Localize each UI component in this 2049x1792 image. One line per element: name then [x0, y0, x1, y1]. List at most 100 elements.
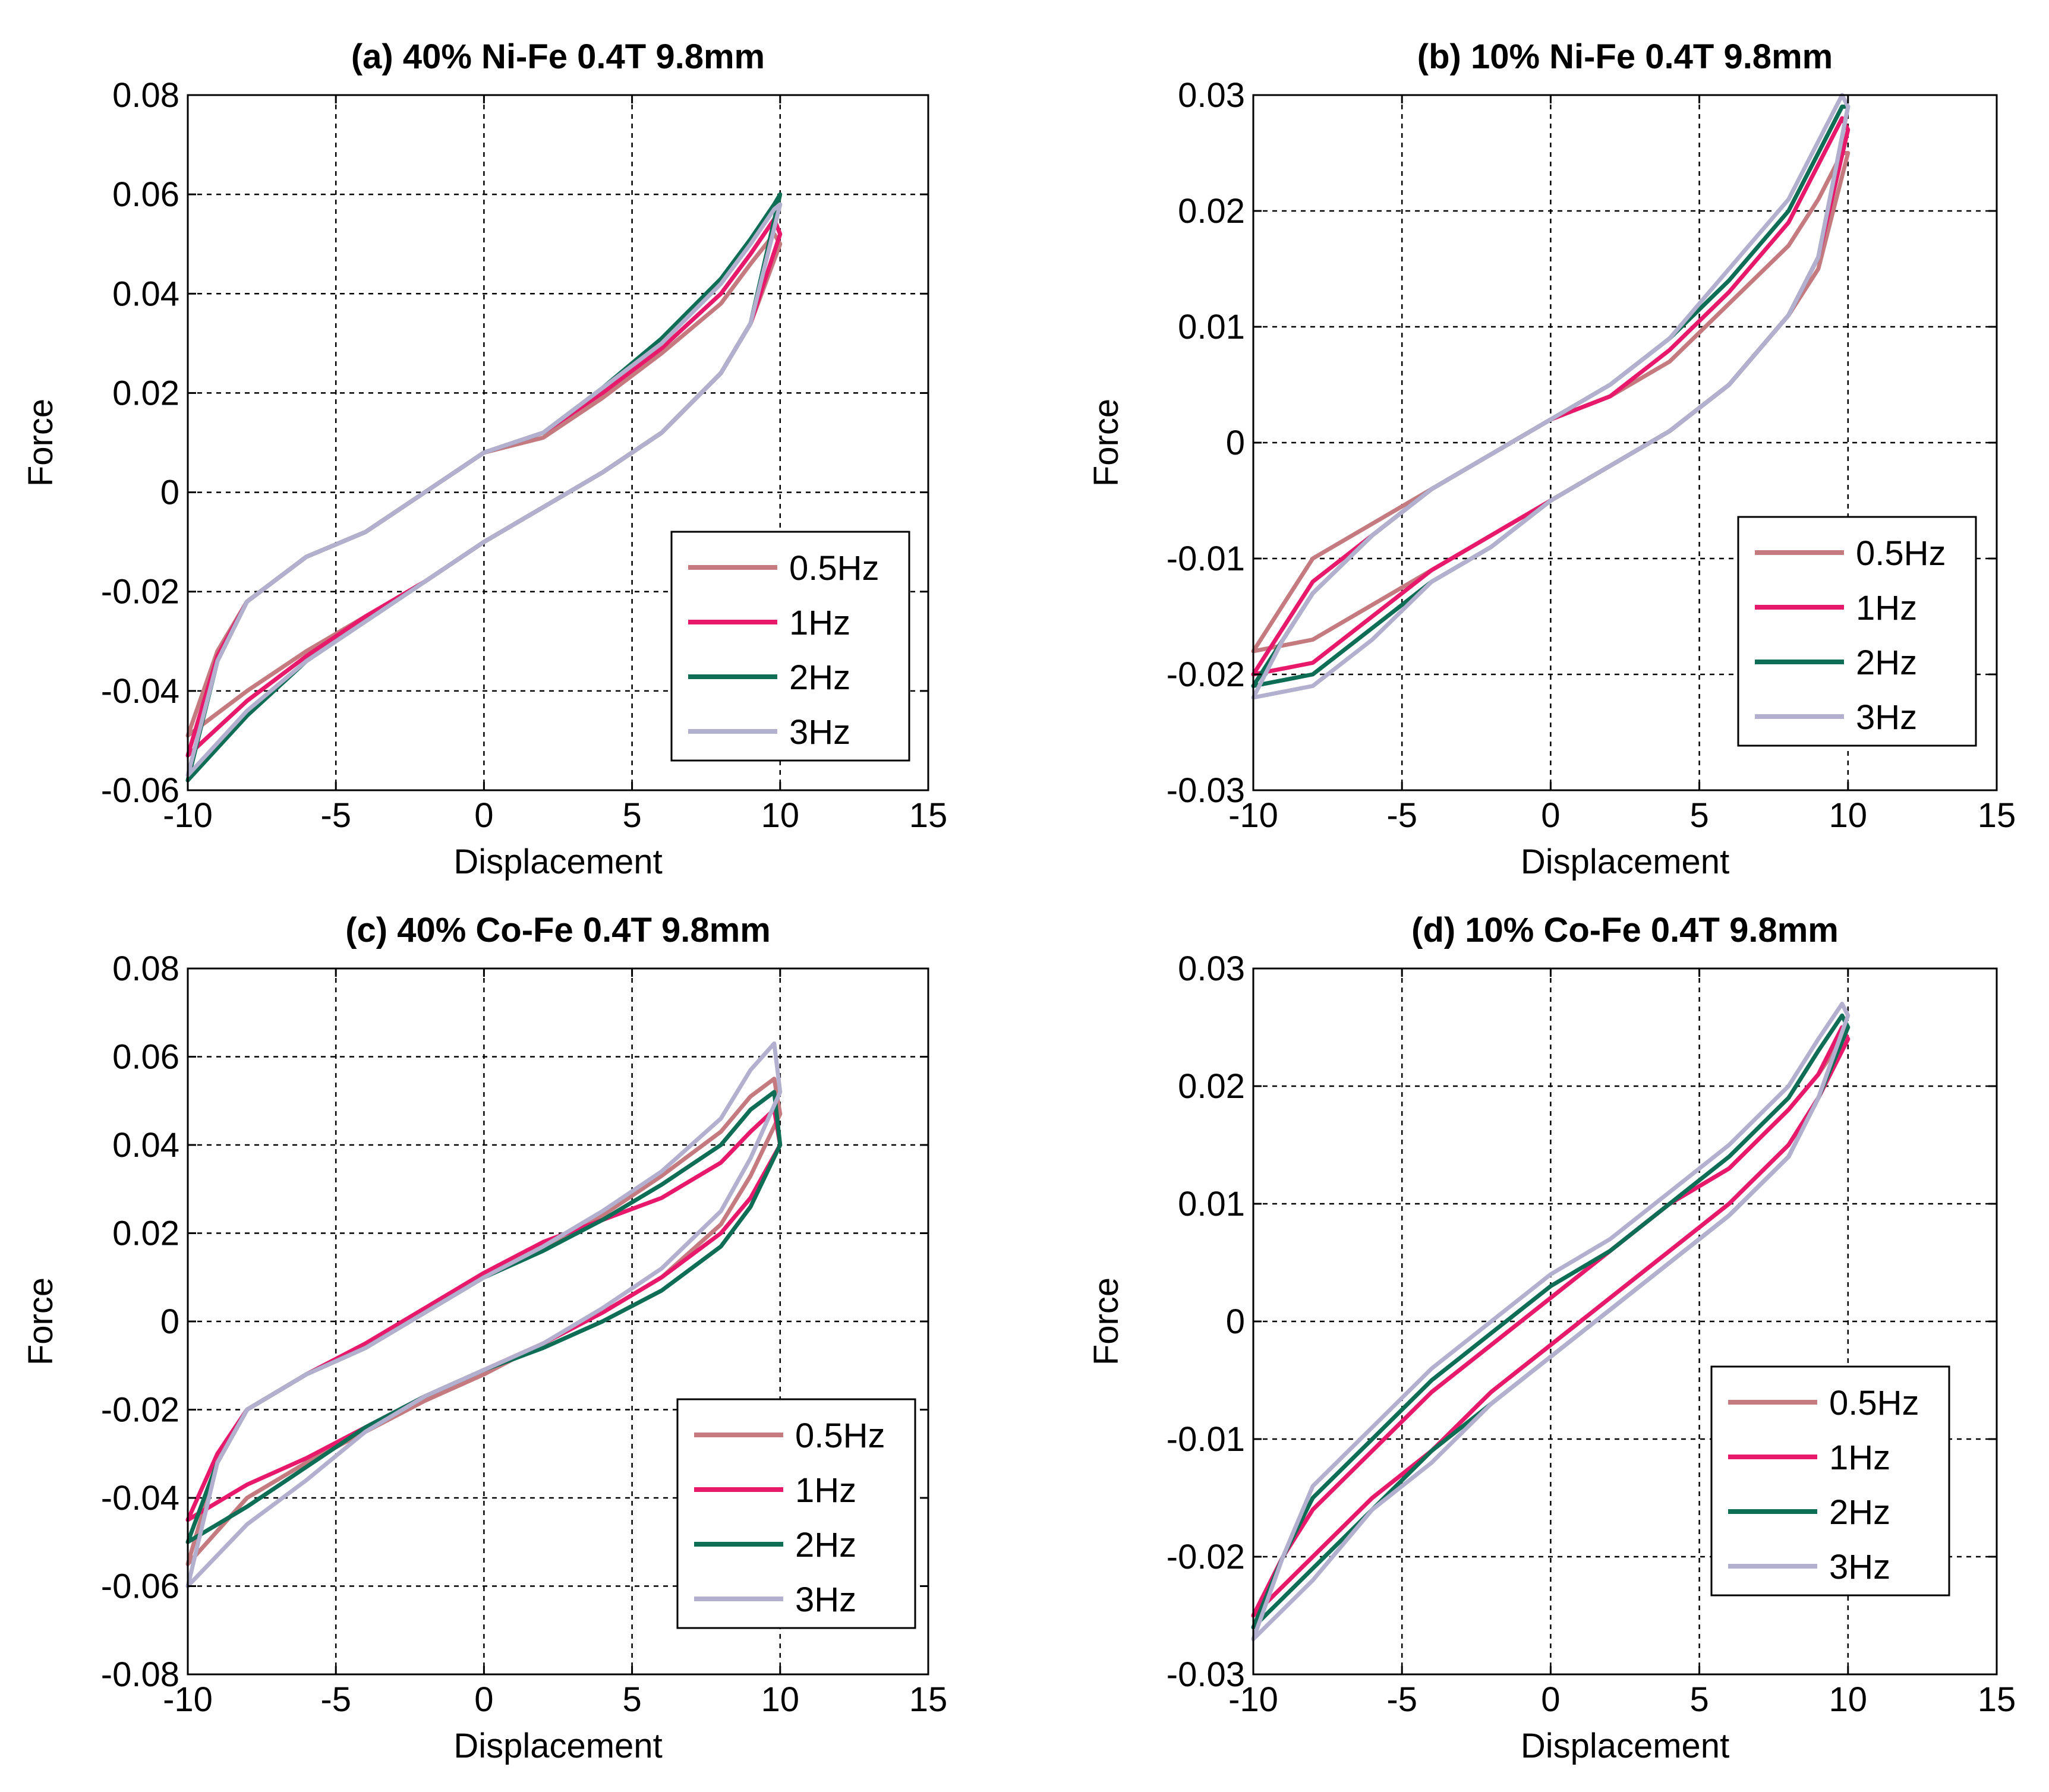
series-line-3Hz [185, 202, 783, 778]
y-tick-label: 0.03 [1178, 949, 1245, 988]
y-tick-label: -0.03 [1167, 771, 1245, 810]
x-axis-label: Displacement [453, 1727, 662, 1765]
y-tick-label: 0.02 [112, 1214, 179, 1253]
x-tick-label: 15 [909, 796, 948, 835]
series-line-3Hz [1251, 1001, 1851, 1642]
y-tick-label: 0.06 [112, 175, 179, 214]
x-tick-label: -5 [320, 796, 351, 835]
x-tick-label: -5 [320, 1680, 351, 1719]
legend-label: 3Hz [789, 713, 850, 752]
y-tick-label: 0 [160, 1302, 179, 1341]
legend-label: 0.5Hz [1856, 534, 1946, 573]
y-tick-label: -0.02 [101, 573, 179, 611]
x-tick-label: 10 [761, 796, 800, 835]
x-tick-label: -10 [163, 1680, 213, 1719]
legend-box [1737, 516, 1977, 747]
y-tick-label: 0.01 [1178, 1185, 1245, 1223]
axes-frame [187, 94, 929, 791]
y-tick-label: -0.04 [101, 1479, 179, 1517]
x-tick-label: -10 [1228, 1680, 1278, 1719]
x-tick-label: 5 [1689, 1680, 1708, 1719]
x-tick-label: 10 [761, 1680, 800, 1719]
legend: 0.5Hz 1Hz 2Hz 3Hz [670, 531, 910, 762]
y-tick-label: -0.01 [1167, 540, 1245, 578]
y-tick-label: -0.06 [101, 1567, 179, 1606]
x-tick-label: -5 [1386, 796, 1417, 835]
x-tick-label: 0 [474, 1680, 493, 1719]
x-tick-label: 15 [909, 1680, 948, 1719]
y-tick-label: 0.02 [1178, 1067, 1245, 1106]
y-tick-label: -0.06 [101, 771, 179, 810]
y-axis-label: Force [21, 1277, 60, 1365]
chart-panel-a: -10 -5 0 5 10 15 -0.06 -0.04 -0.02 0 0.02 0.04 0.06 0… [21, 37, 947, 881]
y-tick-label: 0.02 [112, 374, 179, 412]
chart-panel-b: -10 -5 0 5 10 15 -0.03 -0.02 -0.01 0 0.01 0.02 0.03 (… [1087, 37, 2016, 881]
chart-panel-d: -10 -5 0 5 10 15 -0.03 -0.02 -0.01 0 0.01 0.02 0.03 (… [1087, 911, 2016, 1765]
y-axis-label: Force [21, 399, 60, 487]
y-axis-label: Force [1087, 399, 1126, 487]
y-tick-label: -0.03 [1167, 1655, 1245, 1694]
y-tick-label: -0.02 [1167, 655, 1245, 694]
legend-label: 1Hz [789, 604, 850, 642]
legend-label: 0.5Hz [789, 549, 880, 588]
legend-label: 1Hz [1829, 1438, 1890, 1477]
x-tick-label: 10 [1829, 796, 1868, 835]
x-tick-label: 10 [1829, 1680, 1868, 1719]
legend: 0.5Hz 1Hz 2Hz 3Hz [1710, 1365, 1950, 1597]
chart-title: (b) 10% Ni-Fe 0.4T 9.8mm [1417, 37, 1833, 76]
x-tick-label: 0 [1541, 1680, 1560, 1719]
legend: 0.5Hz 1Hz 2Hz 3Hz [676, 1398, 916, 1629]
legend-label: 1Hz [1856, 589, 1917, 627]
legend-box [1710, 1365, 1950, 1597]
y-tick-label: 0.03 [1178, 76, 1245, 115]
legend-label: 1Hz [795, 1471, 856, 1510]
chart-title: (d) 10% Co-Fe 0.4T 9.8mm [1411, 911, 1839, 949]
legend-label: 2Hz [1829, 1493, 1890, 1532]
y-tick-label: 0 [1226, 424, 1245, 462]
y-tick-label: 0.08 [112, 76, 179, 115]
x-tick-label: 0 [1541, 796, 1560, 835]
x-tick-label: 15 [1978, 796, 2016, 835]
x-tick-label: 5 [622, 1680, 641, 1719]
y-tick-label: 0.01 [1178, 308, 1245, 346]
x-tick-label: 5 [1689, 796, 1708, 835]
x-tick-label: -5 [1386, 1680, 1417, 1719]
legend-label: 2Hz [1856, 643, 1917, 682]
x-axis-label: Displacement [1521, 843, 1729, 881]
legend: 0.5Hz 1Hz 2Hz 3Hz [1737, 516, 1977, 747]
y-tick-label: 0.08 [112, 949, 179, 988]
y-tick-label: 0 [160, 474, 179, 512]
legend-box [676, 1398, 916, 1629]
chart-panel-c: -10 -5 0 5 10 15 -0.08 -0.06 -0.04 -0.02 0 0.02 0.04… [21, 911, 947, 1765]
x-tick-label: 15 [1978, 1680, 2016, 1719]
chart-title: (a) 40% Ni-Fe 0.4T 9.8mm [351, 37, 765, 76]
legend-label: 3Hz [1856, 698, 1917, 737]
y-tick-label: 0.02 [1178, 192, 1245, 231]
x-tick-label: 0 [474, 796, 493, 835]
x-axis-label: Displacement [453, 843, 662, 881]
legend-label: 3Hz [1829, 1548, 1890, 1586]
y-tick-label: 0.04 [112, 275, 179, 313]
legend-label: 2Hz [795, 1526, 856, 1564]
legend-label: 0.5Hz [795, 1416, 885, 1455]
y-tick-label: -0.04 [101, 672, 179, 711]
x-tick-label: -10 [163, 796, 213, 835]
y-tick-label: -0.08 [101, 1655, 179, 1694]
legend-label: 3Hz [795, 1580, 856, 1619]
x-tick-label: 5 [622, 796, 641, 835]
y-tick-label: 0 [1226, 1302, 1245, 1341]
legend-label: 0.5Hz [1829, 1384, 1919, 1422]
y-tick-label: -0.02 [101, 1391, 179, 1430]
legend-box [670, 531, 910, 762]
x-axis-label: Displacement [1521, 1727, 1729, 1765]
y-tick-label: -0.01 [1167, 1420, 1245, 1459]
chart-title: (c) 40% Co-Fe 0.4T 9.8mm [345, 911, 771, 949]
y-tick-label: 0.06 [112, 1038, 179, 1077]
y-axis-label: Force [1087, 1277, 1126, 1365]
legend-label: 2Hz [789, 658, 850, 697]
y-tick-label: -0.02 [1167, 1538, 1245, 1576]
series-line-3Hz [185, 1041, 783, 1588]
x-tick-label: -10 [1228, 796, 1278, 835]
y-tick-label: 0.04 [112, 1126, 179, 1165]
